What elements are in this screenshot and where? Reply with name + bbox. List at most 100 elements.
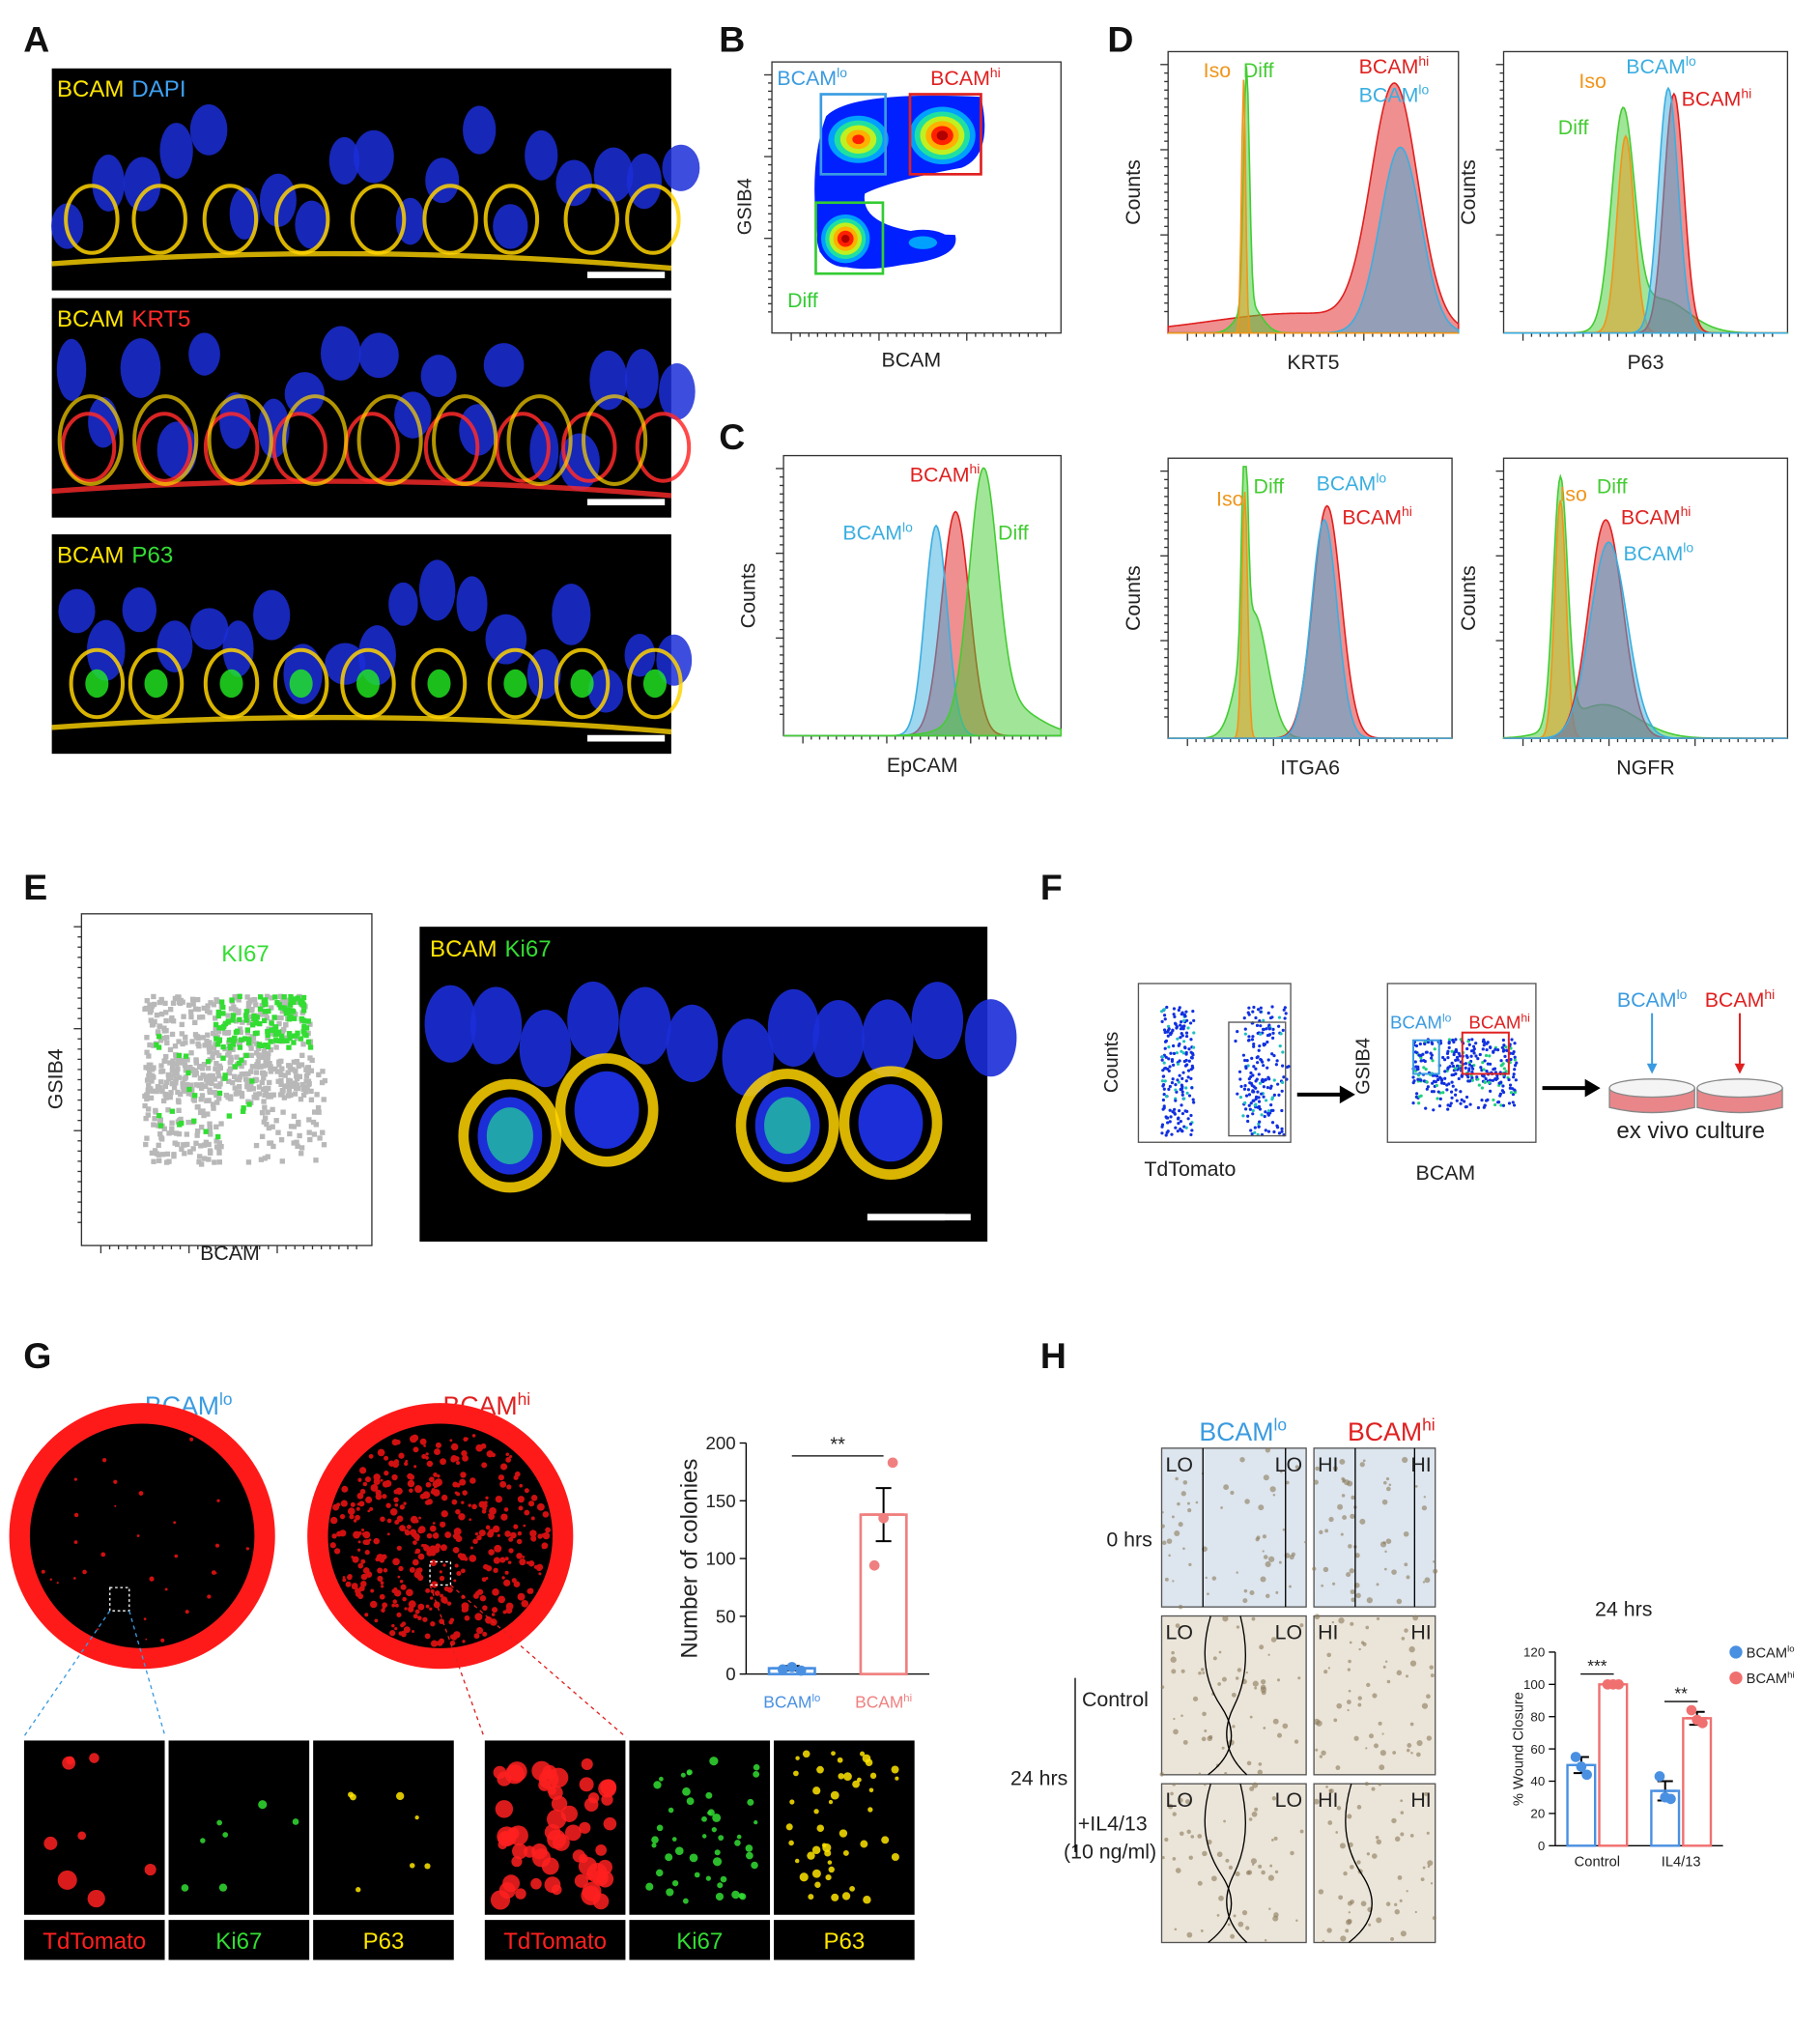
y-tick-label: 50 [716,1606,736,1626]
axis-label: Counts [1122,159,1145,225]
event-dot [1177,1129,1180,1132]
colony [357,1493,364,1500]
colony [373,1473,380,1480]
event-dot [1189,1038,1192,1041]
event-dot [1166,1116,1169,1119]
cell-debris [1204,1784,1206,1786]
event-dot [1257,1106,1260,1109]
cell-debris [1183,1480,1188,1485]
event-dot [1179,1074,1181,1077]
cell-debris [1346,1572,1351,1577]
cell-debris [1193,1697,1198,1701]
colony [430,1621,435,1626]
stain-label: BCAM [57,76,124,102]
cell [839,1829,847,1837]
event-dot [226,1013,231,1017]
event-dot [1236,1093,1238,1096]
series-label: Diff [1597,474,1628,498]
cell-debris [1252,1617,1256,1621]
event-dot [307,1129,312,1134]
colony [391,1624,395,1628]
event-dot [1250,1057,1253,1060]
cell [816,1824,824,1832]
event-dot [1454,1059,1457,1062]
ki67-dot [231,1013,236,1017]
text-superscript: hi [1418,53,1429,69]
cell [588,1792,599,1803]
cell-debris [1406,1674,1408,1677]
event-dot [216,1150,221,1155]
colony [174,1555,178,1558]
event-dot [270,1107,274,1112]
colony [456,1483,461,1488]
colony [492,1607,498,1613]
colony [488,1549,495,1556]
event-dot [248,1045,253,1050]
cell-debris [1312,1567,1316,1571]
colony [422,1617,427,1622]
cell-debris [1410,1661,1416,1667]
cell [657,1825,664,1832]
event-dot [1257,1126,1260,1129]
series-label: BCAMlo [1317,471,1387,496]
event-dot [1184,1109,1187,1112]
event-dot [1275,1063,1278,1066]
event-dot [1436,1078,1439,1081]
event-dot [1431,1090,1434,1093]
event-dot [1272,1054,1275,1057]
ki67-dot [301,1003,306,1008]
colony [434,1601,441,1608]
event-dot [1485,1043,1488,1045]
event-dot [1178,1009,1180,1012]
colony [488,1513,495,1520]
event-dot [1185,1059,1188,1062]
colony [440,1458,446,1465]
colony [372,1484,376,1488]
cell [788,1841,794,1846]
cell-debris [1315,1614,1321,1619]
event-dot [1454,1067,1457,1070]
colony [348,1507,355,1515]
dish-arrow-head [1647,1064,1658,1074]
cell-debris [1261,1576,1266,1582]
text-base: BCAM [842,521,902,544]
event-dot [174,1130,179,1135]
colony [100,1552,105,1557]
cell [807,1851,814,1859]
event-dot [1182,1097,1185,1100]
cell-debris [1265,1447,1270,1452]
cell-debris [1173,1729,1179,1735]
event-dot [202,1156,207,1160]
colony [395,1604,398,1607]
colony [525,1488,529,1493]
legend-swatch [1729,1672,1742,1684]
event-dot [1244,1028,1247,1031]
event-dot [199,1125,204,1129]
series-label: BCAMlo [1359,81,1430,106]
cell-debris [1258,1865,1262,1869]
cell-debris [1290,1555,1294,1559]
cell-debris [1340,1843,1346,1848]
event-dot [175,1090,180,1095]
event-dot [1485,1077,1488,1080]
ki67-dot [158,1123,163,1128]
event-dot [1161,1079,1164,1082]
y-tick-label: 100 [1523,1677,1545,1692]
cell [795,1756,799,1759]
event-dot [1239,1085,1242,1088]
event-dot [301,1087,306,1092]
colony [465,1615,470,1621]
colony [505,1557,509,1560]
event-dot [1455,1088,1458,1091]
event-dot [283,1022,288,1027]
cell-debris [1196,1501,1199,1504]
event-dot [144,1035,149,1040]
colony [496,1496,502,1502]
colony [400,1580,404,1584]
colony [357,1563,363,1569]
event-dot [1471,1068,1474,1071]
colony [401,1632,407,1638]
panel-letter: E [23,867,47,907]
cell [712,1827,717,1832]
colony [462,1608,467,1613]
